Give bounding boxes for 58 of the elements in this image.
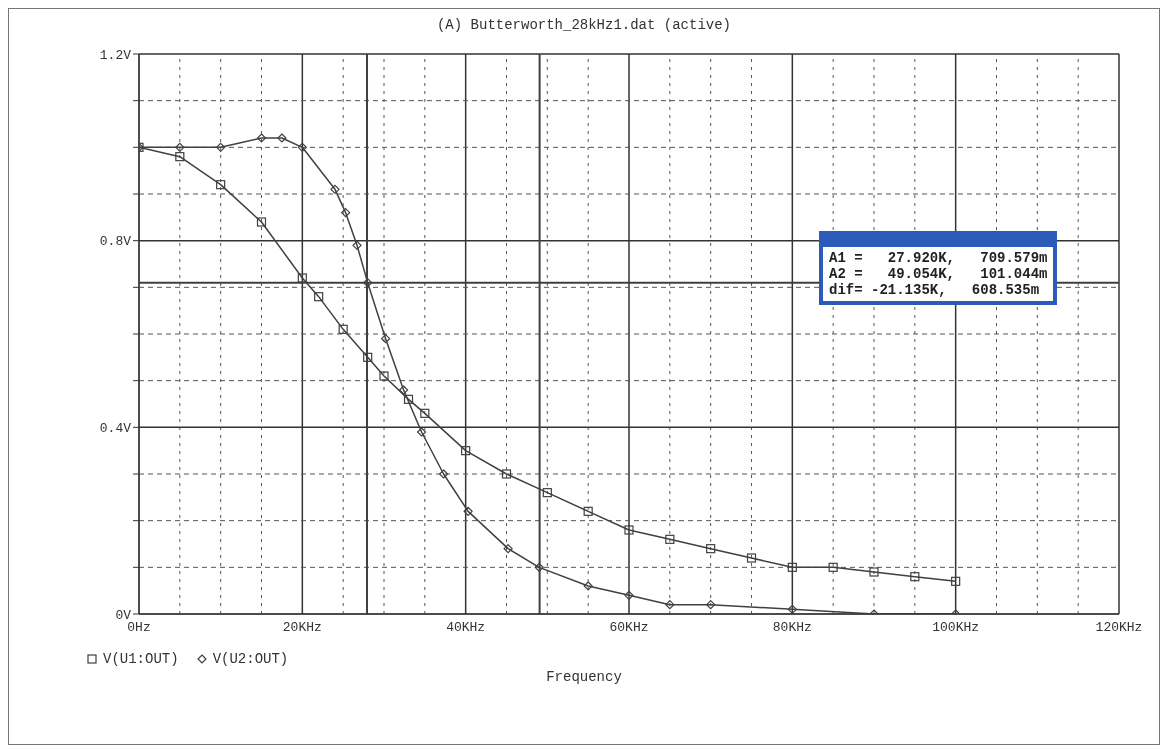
x-tick-label: 0Hz bbox=[127, 620, 151, 636]
point bbox=[746, 553, 757, 563]
point bbox=[175, 152, 185, 162]
point bbox=[583, 581, 593, 591]
point bbox=[439, 469, 449, 479]
point bbox=[503, 544, 513, 554]
point bbox=[583, 506, 593, 516]
x-tick-label: 60KHz bbox=[609, 620, 649, 636]
annotation: A2 = 49.054K, 101.044m bbox=[829, 266, 1048, 282]
y-tick-label: 0.4V bbox=[99, 420, 132, 436]
point bbox=[297, 273, 307, 283]
point bbox=[665, 600, 675, 610]
x-tick-label: 80KHz bbox=[772, 620, 812, 636]
point bbox=[352, 240, 362, 250]
y-tick-label: 1.2V bbox=[99, 47, 132, 63]
point bbox=[341, 208, 351, 218]
point bbox=[314, 292, 324, 302]
point bbox=[951, 576, 961, 586]
point bbox=[277, 133, 287, 143]
point bbox=[828, 562, 838, 572]
point bbox=[665, 534, 675, 544]
point bbox=[463, 506, 473, 516]
point bbox=[216, 180, 226, 190]
point bbox=[706, 600, 716, 610]
point bbox=[542, 488, 552, 498]
point bbox=[420, 408, 430, 418]
point bbox=[256, 133, 267, 143]
point bbox=[256, 217, 267, 227]
point bbox=[624, 525, 634, 535]
point bbox=[403, 394, 414, 404]
point bbox=[910, 572, 920, 582]
point bbox=[297, 142, 307, 152]
x-tick-label: 120KHz bbox=[1095, 620, 1143, 636]
point bbox=[363, 352, 373, 362]
x-tick-label: 20KHz bbox=[282, 620, 322, 636]
point bbox=[175, 142, 185, 152]
annotation: A1 = 27.920K, 709.579m bbox=[829, 250, 1048, 266]
point bbox=[706, 544, 716, 554]
point bbox=[461, 446, 471, 456]
point bbox=[416, 427, 427, 437]
cursor-readout-window: A1 = 27.920K, 709.579m A2 = 49.054K, 101.044m dif= -21.135K, 608.535m bbox=[819, 231, 1058, 305]
point bbox=[381, 334, 391, 344]
y-tick-label: 0V bbox=[115, 607, 132, 623]
point bbox=[330, 184, 340, 194]
x-tick-label: 40KHz bbox=[446, 620, 486, 636]
x-axis-title: Frequency bbox=[545, 669, 623, 685]
point bbox=[869, 567, 879, 577]
point bbox=[501, 469, 512, 479]
point bbox=[379, 371, 389, 381]
chart-title: (A) Butterworth_28kHz1.dat (active) bbox=[435, 17, 733, 33]
legend-label: V(U2:OUT) bbox=[211, 651, 289, 667]
point bbox=[216, 142, 226, 152]
point bbox=[787, 562, 797, 572]
legend-label: V(U1:OUT) bbox=[102, 651, 179, 667]
x-tick-label: 100KHz bbox=[932, 620, 980, 636]
point bbox=[338, 324, 348, 334]
annotation: dif= -21.135K, 608.535m bbox=[829, 282, 1041, 298]
y-tick-label: 0.8V bbox=[99, 234, 132, 250]
